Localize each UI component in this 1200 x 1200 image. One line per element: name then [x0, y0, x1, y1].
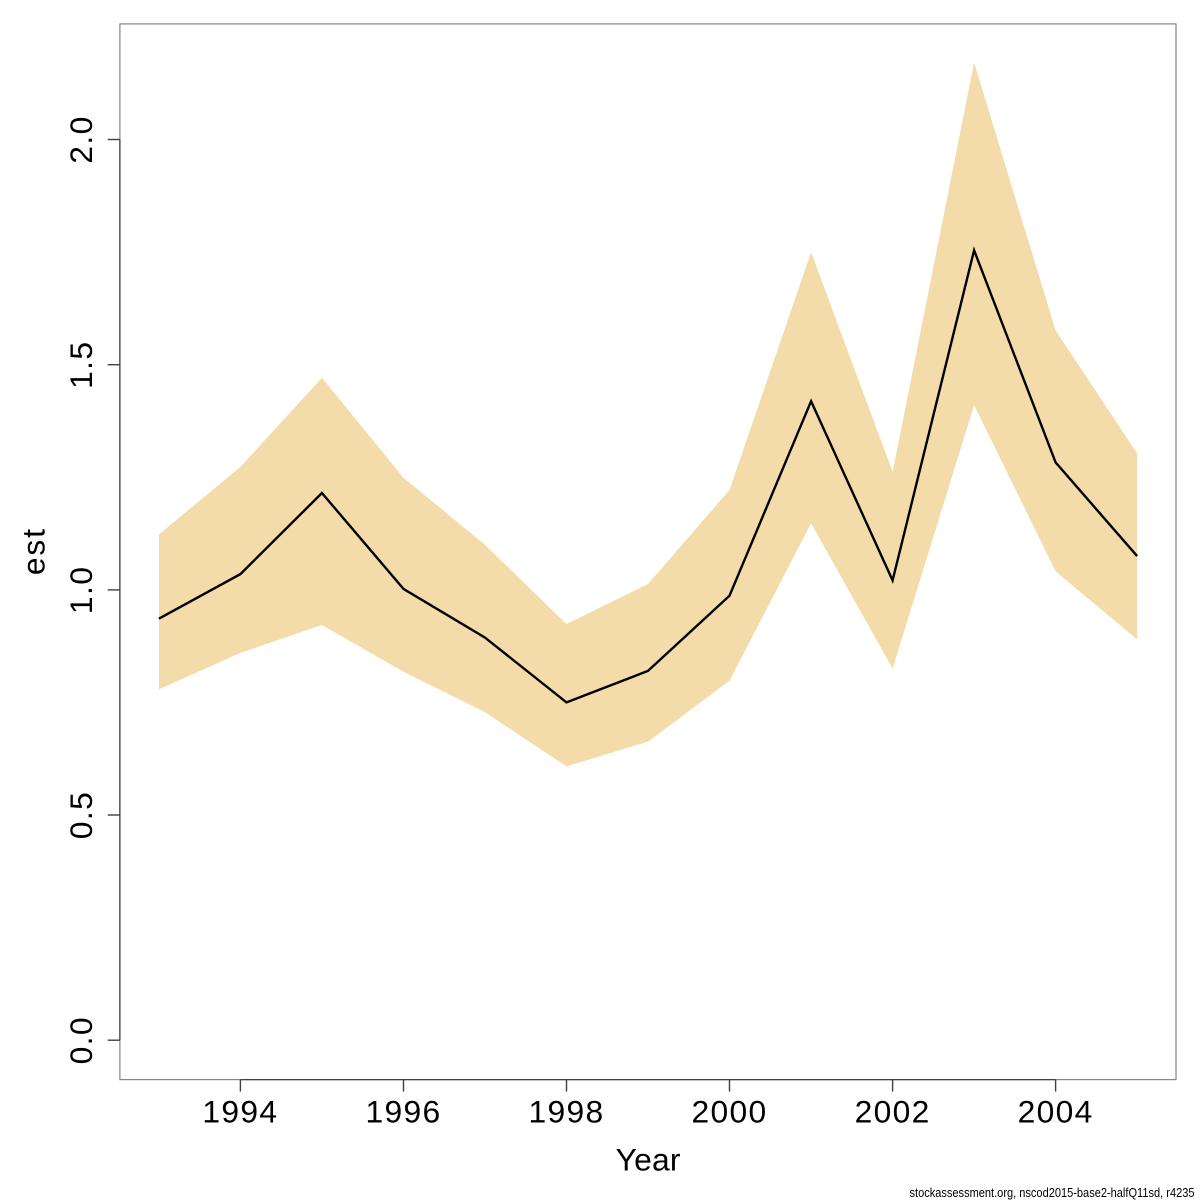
- svg-text:0.5: 0.5: [63, 791, 99, 839]
- svg-text:1.0: 1.0: [63, 566, 99, 614]
- svg-text:0.0: 0.0: [63, 1016, 99, 1064]
- svg-text:2.0: 2.0: [63, 115, 99, 163]
- svg-text:2002: 2002: [855, 1094, 931, 1130]
- svg-text:1994: 1994: [202, 1094, 278, 1130]
- svg-text:stockassessment.org, nscod2015: stockassessment.org, nscod2015-base2-hal…: [910, 1185, 1195, 1200]
- svg-text:2000: 2000: [692, 1094, 768, 1130]
- svg-text:est: est: [16, 527, 52, 575]
- svg-text:Year: Year: [616, 1142, 681, 1178]
- svg-text:2004: 2004: [1018, 1094, 1094, 1130]
- svg-text:1996: 1996: [366, 1094, 442, 1130]
- svg-text:1998: 1998: [529, 1094, 605, 1130]
- svg-text:1.5: 1.5: [63, 340, 99, 388]
